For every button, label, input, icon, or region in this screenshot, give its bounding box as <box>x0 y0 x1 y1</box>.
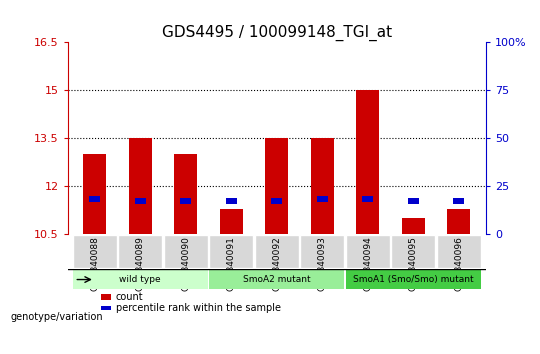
Bar <box>356 91 379 234</box>
Bar <box>83 154 106 234</box>
Bar <box>101 306 111 310</box>
Bar <box>265 138 288 234</box>
FancyBboxPatch shape <box>300 235 344 268</box>
Text: GSM840093: GSM840093 <box>318 236 327 291</box>
Text: SmoA1 (Smo/Smo) mutant: SmoA1 (Smo/Smo) mutant <box>353 275 474 284</box>
Bar <box>311 138 334 234</box>
Text: wild type: wild type <box>119 275 161 284</box>
Bar <box>220 209 242 234</box>
Text: genotype/variation: genotype/variation <box>11 312 104 322</box>
FancyBboxPatch shape <box>210 235 253 268</box>
Bar <box>129 138 152 234</box>
FancyBboxPatch shape <box>118 235 162 268</box>
Bar <box>362 196 374 202</box>
Text: GSM840092: GSM840092 <box>272 236 281 291</box>
Title: GDS4495 / 100099148_TGI_at: GDS4495 / 100099148_TGI_at <box>161 25 392 41</box>
FancyBboxPatch shape <box>255 235 299 268</box>
Bar <box>316 196 328 202</box>
FancyBboxPatch shape <box>437 235 481 268</box>
FancyBboxPatch shape <box>392 235 435 268</box>
Text: GSM840090: GSM840090 <box>181 236 190 291</box>
Bar <box>447 209 470 234</box>
Text: GSM840088: GSM840088 <box>90 236 99 291</box>
Bar <box>89 196 100 202</box>
FancyBboxPatch shape <box>346 235 389 268</box>
Bar <box>180 198 192 204</box>
Bar <box>101 294 111 300</box>
Text: GSM840094: GSM840094 <box>363 236 372 291</box>
Bar <box>134 198 146 204</box>
Bar <box>453 198 464 204</box>
Text: GSM840095: GSM840095 <box>409 236 418 291</box>
Text: percentile rank within the sample: percentile rank within the sample <box>116 303 281 313</box>
FancyBboxPatch shape <box>210 270 344 289</box>
FancyBboxPatch shape <box>73 270 207 289</box>
Text: GSM840096: GSM840096 <box>454 236 463 291</box>
FancyBboxPatch shape <box>73 235 117 268</box>
Text: GSM840091: GSM840091 <box>227 236 236 291</box>
Bar <box>174 154 197 234</box>
Text: SmoA2 mutant: SmoA2 mutant <box>243 275 310 284</box>
FancyBboxPatch shape <box>164 235 207 268</box>
Text: count: count <box>116 292 143 302</box>
Bar <box>408 198 419 204</box>
Bar <box>271 198 282 204</box>
Text: GSM840089: GSM840089 <box>136 236 145 291</box>
Bar <box>226 198 237 204</box>
Bar <box>402 218 424 234</box>
FancyBboxPatch shape <box>346 270 481 289</box>
